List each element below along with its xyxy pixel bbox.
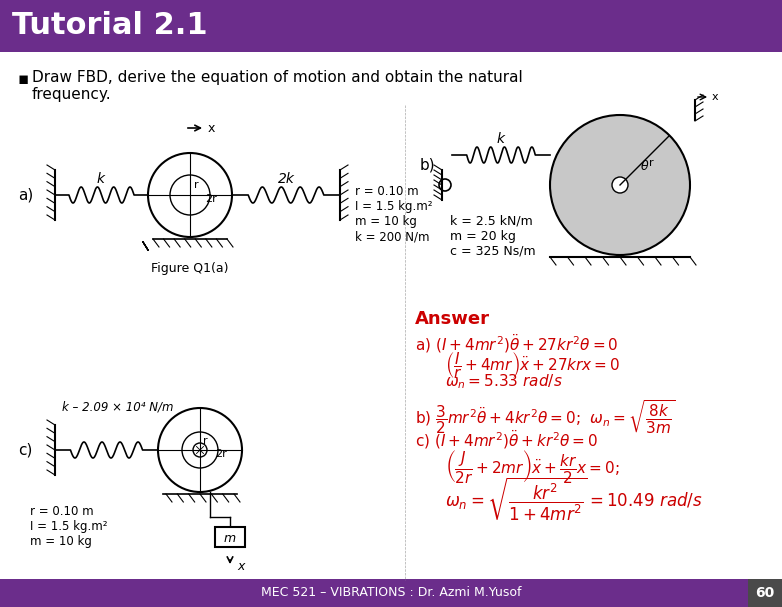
- Text: $\omega_n = \sqrt{\dfrac{kr^2}{1+4mr^2}} = 10.49\ rad/s$: $\omega_n = \sqrt{\dfrac{kr^2}{1+4mr^2}}…: [445, 475, 703, 523]
- Text: m: m: [224, 532, 236, 546]
- Text: r: r: [650, 157, 654, 168]
- Text: k = 2.5 kN/m
m = 20 kg
c = 325 Ns/m: k = 2.5 kN/m m = 20 kg c = 325 Ns/m: [450, 215, 536, 258]
- Text: MEC 521 – VIBRATIONS : Dr. Azmi M.Yusof: MEC 521 – VIBRATIONS : Dr. Azmi M.Yusof: [260, 586, 522, 600]
- Text: Figure Q1(a): Figure Q1(a): [151, 262, 229, 275]
- Circle shape: [439, 179, 451, 191]
- Text: x: x: [208, 121, 215, 135]
- Text: $\theta$: $\theta$: [640, 159, 649, 173]
- FancyBboxPatch shape: [0, 579, 782, 607]
- Text: 2r: 2r: [215, 449, 227, 459]
- Text: Draw FBD, derive the equation of motion and obtain the natural
frequency.: Draw FBD, derive the equation of motion …: [32, 70, 522, 103]
- Text: $\left(\dfrac{J}{2r} + 2mr\right)\ddot{x} + \dfrac{kr}{2}x = 0$;: $\left(\dfrac{J}{2r} + 2mr\right)\ddot{x…: [445, 448, 619, 485]
- Text: r = 0.10 m
I = 1.5 kg.m²
m = 10 kg
k = 200 N/m: r = 0.10 m I = 1.5 kg.m² m = 10 kg k = 2…: [355, 185, 432, 243]
- Text: k: k: [97, 172, 105, 186]
- Text: x: x: [712, 92, 719, 102]
- Text: c) $(I + 4mr^2)\ddot{\theta} + kr^2\theta = 0$: c) $(I + 4mr^2)\ddot{\theta} + kr^2\thet…: [415, 428, 598, 451]
- Text: c): c): [18, 443, 32, 458]
- Circle shape: [193, 443, 207, 457]
- Bar: [215, 527, 245, 547]
- Text: k: k: [497, 132, 505, 146]
- Text: k – 2.09 × 10⁴ N/m: k – 2.09 × 10⁴ N/m: [62, 400, 174, 413]
- Text: r: r: [194, 180, 199, 190]
- FancyBboxPatch shape: [748, 579, 782, 607]
- Text: 2k: 2k: [278, 172, 295, 186]
- Text: Answer: Answer: [415, 310, 490, 328]
- Text: $\omega_n = 5.33\ rad/s$: $\omega_n = 5.33\ rad/s$: [445, 372, 563, 391]
- Text: a): a): [18, 188, 34, 203]
- FancyBboxPatch shape: [0, 0, 782, 52]
- Circle shape: [612, 177, 628, 193]
- FancyBboxPatch shape: [2, 581, 62, 605]
- Text: b): b): [420, 157, 436, 172]
- Text: ▪: ▪: [18, 70, 29, 88]
- Text: r: r: [203, 436, 208, 446]
- Text: Tutorial 2.1: Tutorial 2.1: [12, 12, 208, 41]
- Text: $\left(\dfrac{I}{r} + 4mr\right)\ddot{x} + 27krx = 0$: $\left(\dfrac{I}{r} + 4mr\right)\ddot{x}…: [445, 350, 620, 381]
- Text: r = 0.10 m
I = 1.5 kg.m²
m = 10 kg: r = 0.10 m I = 1.5 kg.m² m = 10 kg: [30, 505, 107, 548]
- Text: x: x: [237, 560, 244, 574]
- Text: a) $(I + 4mr^2)\ddot{\theta} + 27kr^2\theta = 0$: a) $(I + 4mr^2)\ddot{\theta} + 27kr^2\th…: [415, 332, 619, 355]
- Text: b) $\dfrac{3}{2}mr^2\ddot{\theta} + 4kr^2\theta = 0$;  $\omega_n = \sqrt{\dfrac{: b) $\dfrac{3}{2}mr^2\ddot{\theta} + 4kr^…: [415, 398, 676, 436]
- Text: 2r: 2r: [205, 194, 217, 204]
- Circle shape: [550, 115, 690, 255]
- Text: 60: 60: [755, 586, 775, 600]
